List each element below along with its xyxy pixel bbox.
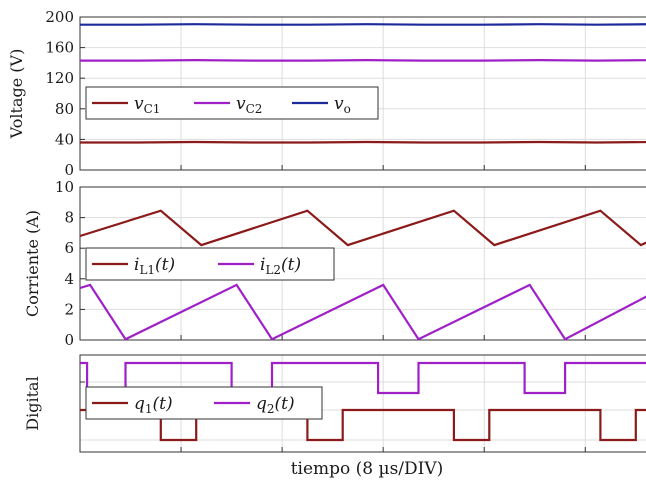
legend-label-iL1t: iL1(t) xyxy=(134,255,175,277)
current-legend: iL1(t) iL2(t) xyxy=(85,247,335,281)
current-axes-frame xyxy=(79,186,646,341)
digital-panel: Digital q1(t) q2(t) xyxy=(23,354,646,453)
current-panel: 0 2 4 6 8 10 Corriente (A) iL1(t) iL2(t) xyxy=(23,178,646,349)
legend-label-q2t: q2(t) xyxy=(256,394,295,416)
legend-label-q1t: q1(t) xyxy=(134,394,173,416)
series-iL2t-line xyxy=(79,283,646,341)
series-iL1t-line xyxy=(79,209,646,247)
y-tick-label: 80 xyxy=(55,100,74,118)
legend-box xyxy=(85,86,379,120)
digital-legend: q1(t) q2(t) xyxy=(85,386,323,420)
voltage-axes-frame xyxy=(79,16,646,171)
y-tick-label: 2 xyxy=(64,300,74,318)
chart-panels: 0 40 80 120 160 200 Voltage (V) vC1 vC2 vo 0 2 4 6 8 10… xyxy=(7,8,646,453)
legend-label-vC2: vC2 xyxy=(236,94,262,116)
y-tick-label: 120 xyxy=(45,69,74,87)
y-tick-label: 4 xyxy=(64,270,74,288)
y-tick-label: 200 xyxy=(45,8,74,26)
y-tick-label: 0 xyxy=(64,331,74,349)
digital-y-axis-label: Digital xyxy=(23,376,42,430)
y-tick-label: 6 xyxy=(64,239,74,257)
y-tick-label: 40 xyxy=(55,130,74,148)
series-q1t-line xyxy=(80,408,646,442)
y-tick-label: 8 xyxy=(64,209,74,227)
legend-label-iL2t: iL2(t) xyxy=(260,255,301,277)
series-vC1-line xyxy=(80,140,646,144)
current-y-axis-label: Corriente (A) xyxy=(23,210,42,317)
series-vo-line xyxy=(80,23,646,26)
legend-label-vC1: vC1 xyxy=(134,94,160,116)
series-vC2-line xyxy=(80,58,646,62)
y-tick-label: 0 xyxy=(64,161,74,179)
y-tick-label: 10 xyxy=(55,178,74,196)
voltage-y-axis-label: Voltage (V) xyxy=(7,49,26,140)
digital-axes-frame xyxy=(79,354,646,453)
x-axis-label: tiempo (8 µs/DIV) xyxy=(291,459,444,479)
legend-label-vo: vo xyxy=(334,94,351,116)
voltage-legend: vC1 vC2 vo xyxy=(85,86,379,120)
voltage-panel: 0 40 80 120 160 200 Voltage (V) vC1 vC2 vo xyxy=(7,8,646,179)
y-tick-label: 160 xyxy=(45,39,74,57)
